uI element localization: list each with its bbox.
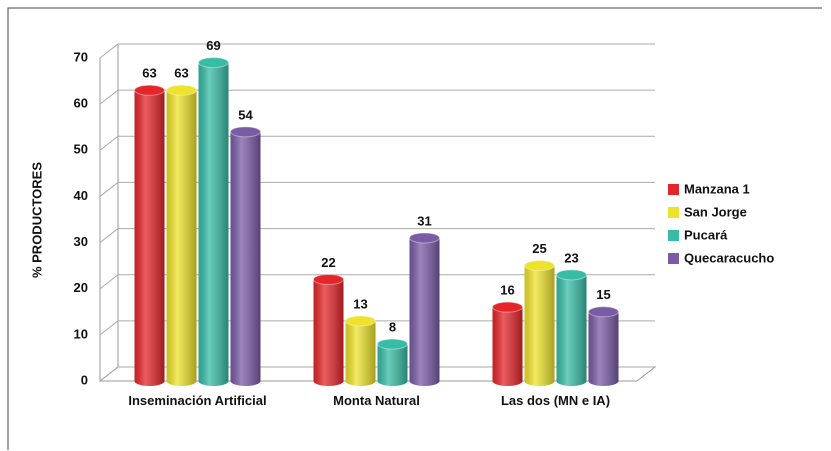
bar-top — [166, 84, 197, 96]
value-label: 63 — [174, 66, 188, 81]
x-tick-label: Inseminación Artificial — [128, 393, 267, 408]
bar-top — [556, 269, 587, 281]
value-label: 13 — [353, 296, 367, 311]
value-label: 31 — [417, 213, 431, 228]
legend-swatch — [668, 184, 679, 195]
legend-swatch — [668, 230, 679, 241]
legend-label: Pucará — [684, 227, 728, 242]
x-tick-label: Monta Natural — [333, 393, 420, 408]
bar-shade — [524, 260, 555, 387]
bar-top — [588, 306, 619, 318]
bar-shade — [230, 126, 261, 386]
value-label: 23 — [564, 250, 578, 265]
y-tick-label: 20 — [74, 280, 88, 295]
bar-top — [524, 260, 555, 272]
bar-shade — [198, 57, 229, 387]
bar-top — [377, 338, 408, 350]
bar-shade — [588, 306, 619, 387]
bar-top — [134, 84, 165, 96]
y-tick-label: 0 — [81, 372, 88, 387]
y-tick-label: 70 — [74, 49, 88, 64]
bar-shade — [345, 316, 376, 387]
legend-label: Quecaracucho — [684, 250, 774, 265]
bar-top — [492, 301, 523, 313]
legend-swatch — [668, 253, 679, 264]
value-label: 69 — [206, 38, 220, 53]
value-label: 54 — [238, 107, 253, 122]
y-axis-label: % PRODUCTORES — [29, 162, 44, 278]
value-label: 16 — [500, 283, 514, 298]
x-tick-label: Las dos (MN e IA) — [500, 393, 611, 408]
y-tick-label: 40 — [74, 188, 88, 203]
bar-shade — [409, 232, 440, 387]
legend-swatch — [668, 207, 679, 218]
grid-line — [99, 181, 655, 197]
bar-shade — [313, 274, 344, 387]
y-tick-label: 60 — [74, 96, 88, 111]
grid-line — [99, 43, 655, 59]
bar-shade — [166, 85, 197, 387]
bar-top — [409, 232, 440, 244]
value-label: 22 — [321, 255, 335, 270]
y-tick-label: 30 — [74, 234, 88, 249]
grid-line — [99, 274, 655, 290]
bar-top — [345, 315, 376, 327]
grid-line — [99, 135, 655, 151]
bar-shade — [492, 302, 523, 387]
grid-line — [99, 320, 655, 336]
bar-shade — [556, 269, 587, 387]
axis-wall — [99, 44, 119, 382]
bar-top — [313, 273, 344, 285]
bar-top — [198, 57, 229, 69]
value-label: 25 — [532, 241, 546, 256]
grid-line — [99, 366, 655, 382]
frame — [7, 7, 822, 450]
grid-line — [99, 228, 655, 243]
value-label: 63 — [142, 66, 156, 81]
legend-label: Manzana 1 — [684, 181, 750, 196]
bar-shade — [134, 85, 165, 387]
legend-label: San Jorge — [684, 204, 747, 219]
y-tick-label: 50 — [74, 142, 88, 157]
grid-line — [99, 89, 655, 105]
value-label: 8 — [389, 320, 396, 335]
value-label: 15 — [596, 287, 610, 302]
y-tick-label: 10 — [74, 326, 88, 341]
bar-top — [230, 126, 261, 138]
bar-shade — [377, 339, 408, 387]
